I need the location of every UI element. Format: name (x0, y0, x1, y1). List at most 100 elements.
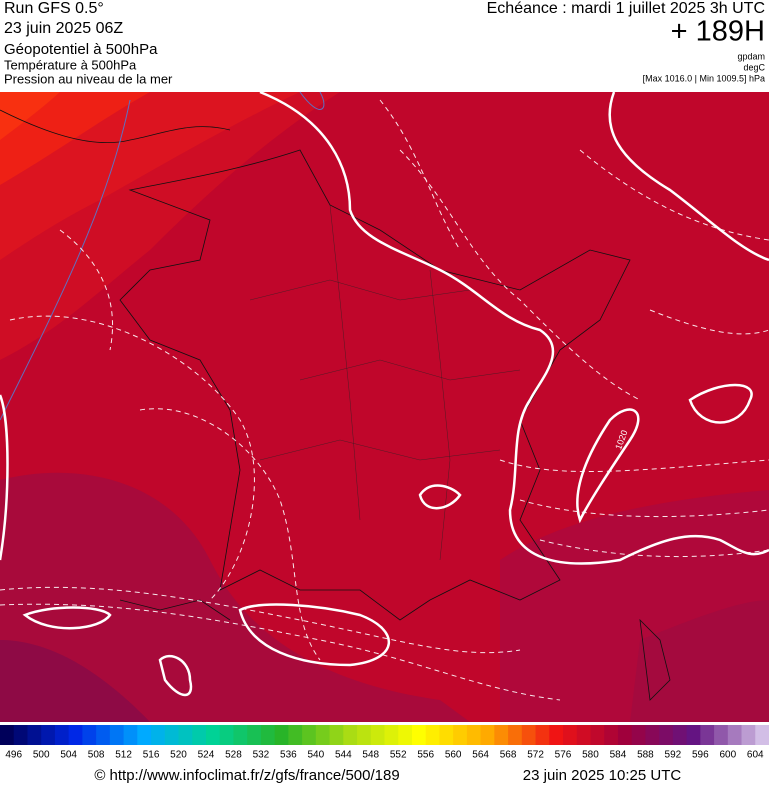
color-swatch (535, 725, 550, 745)
colorbar-label: 540 (307, 750, 324, 761)
color-swatch (151, 725, 166, 745)
color-swatch (54, 725, 70, 745)
source-url: © http://www.infoclimat.fr/z/gfs/france/… (94, 767, 399, 784)
unit: degC (743, 62, 765, 72)
colorbar-label: 532 (253, 750, 270, 761)
field-fill (0, 92, 60, 140)
color-swatch (109, 725, 125, 745)
color-swatch (659, 725, 674, 745)
colorbar-label: 572 (527, 750, 544, 761)
color-swatch (357, 725, 372, 745)
color-swatch (741, 725, 756, 745)
color-swatch (576, 725, 591, 745)
unit: [Max 1016.0 | Min 1009.5] hPa (643, 73, 765, 83)
color-swatch (700, 725, 715, 745)
lake-river (0, 91, 325, 421)
color-swatch (672, 725, 688, 745)
colorbar-label: 520 (170, 750, 187, 761)
color-swatch (205, 725, 221, 745)
colorbar-label: 560 (445, 750, 462, 761)
colorbar-label: 500 (33, 750, 50, 761)
valid-time: Echéance : mardi 1 juillet 2025 3h UTC (487, 0, 765, 17)
color-swatch (192, 725, 207, 745)
field-fill (0, 92, 150, 185)
color-swatch (123, 725, 138, 745)
color-swatch (686, 725, 701, 745)
colorbar-label: 548 (362, 750, 379, 761)
colorbar-label: 524 (198, 750, 215, 761)
color-swatch (302, 725, 317, 745)
color-swatch (453, 725, 468, 745)
field-name: Température à 500hPa (4, 57, 137, 72)
colorbar-label: 604 (747, 750, 764, 761)
color-swatch (714, 725, 729, 745)
color-swatch (370, 725, 385, 745)
color-swatch (68, 725, 83, 745)
colorbar-label: 512 (115, 750, 132, 761)
color-swatch (398, 725, 413, 745)
field-fill (630, 600, 769, 722)
color-swatch (508, 725, 523, 745)
color-swatch (27, 725, 42, 745)
colorbar: 496 500 504 508 512 516 520 524 528 532 536 540 544 5… (0, 725, 769, 761)
color-swatch (13, 725, 28, 745)
color-swatch (274, 725, 289, 745)
colorbar-label: 496 (5, 750, 22, 761)
colorbar-label: 596 (692, 750, 709, 761)
colorbar-label: 568 (500, 750, 517, 761)
colorbar-label: 580 (582, 750, 599, 761)
color-swatch (563, 725, 578, 745)
color-swatch (727, 725, 743, 745)
run-date: 23 juin 2025 06Z (4, 20, 123, 37)
color-swatch (645, 725, 660, 745)
color-swatch (219, 725, 234, 745)
color-swatch (0, 725, 15, 745)
timestamp: 23 juin 2025 10:25 UTC (523, 767, 682, 784)
color-swatch (41, 725, 56, 745)
colorbar-label: 600 (719, 750, 736, 761)
coastline (0, 109, 671, 701)
colorbar-label: 528 (225, 750, 242, 761)
color-swatch (604, 725, 619, 745)
colorbar-label: 584 (610, 750, 627, 761)
color-swatch (384, 725, 399, 745)
field-name: Géopotentiel à 500hPa (4, 41, 158, 58)
color-swatch (425, 725, 440, 745)
color-swatch (288, 725, 303, 745)
run-title: Run GFS 0.5° (4, 0, 104, 17)
colorbar-label: 516 (143, 750, 160, 761)
color-swatch (549, 725, 564, 745)
color-swatch (411, 725, 427, 745)
color-swatch (260, 725, 276, 745)
colorbar-label: 508 (88, 750, 105, 761)
colorbar-label: 564 (472, 750, 489, 761)
field-fill (0, 472, 470, 722)
color-swatch (82, 725, 97, 745)
colorbar-label: 592 (665, 750, 682, 761)
colorbar-label: 504 (60, 750, 77, 761)
colorbar-label: 552 (390, 750, 407, 761)
color-swatch (521, 725, 537, 745)
color-swatch (178, 725, 193, 745)
color-swatch (329, 725, 344, 745)
color-swatch (480, 725, 495, 745)
colorbar-label: 588 (637, 750, 654, 761)
color-swatch (164, 725, 180, 745)
color-swatch (617, 725, 633, 745)
color-swatch (466, 725, 482, 745)
region-borders (249, 204, 521, 561)
color-swatch (233, 725, 248, 745)
colorbar-label: 544 (335, 750, 352, 761)
colorbar-label: 576 (555, 750, 572, 761)
lead-time: + 189H (671, 16, 765, 48)
color-swatch (315, 725, 331, 745)
color-swatch (590, 725, 605, 745)
color-swatch (343, 725, 358, 745)
isotherm (0, 99, 769, 701)
unit: gpdam (737, 51, 765, 61)
isobar (0, 90, 769, 697)
colorbar-label: 556 (417, 750, 434, 761)
color-swatch (96, 725, 111, 745)
color-swatch (494, 725, 509, 745)
